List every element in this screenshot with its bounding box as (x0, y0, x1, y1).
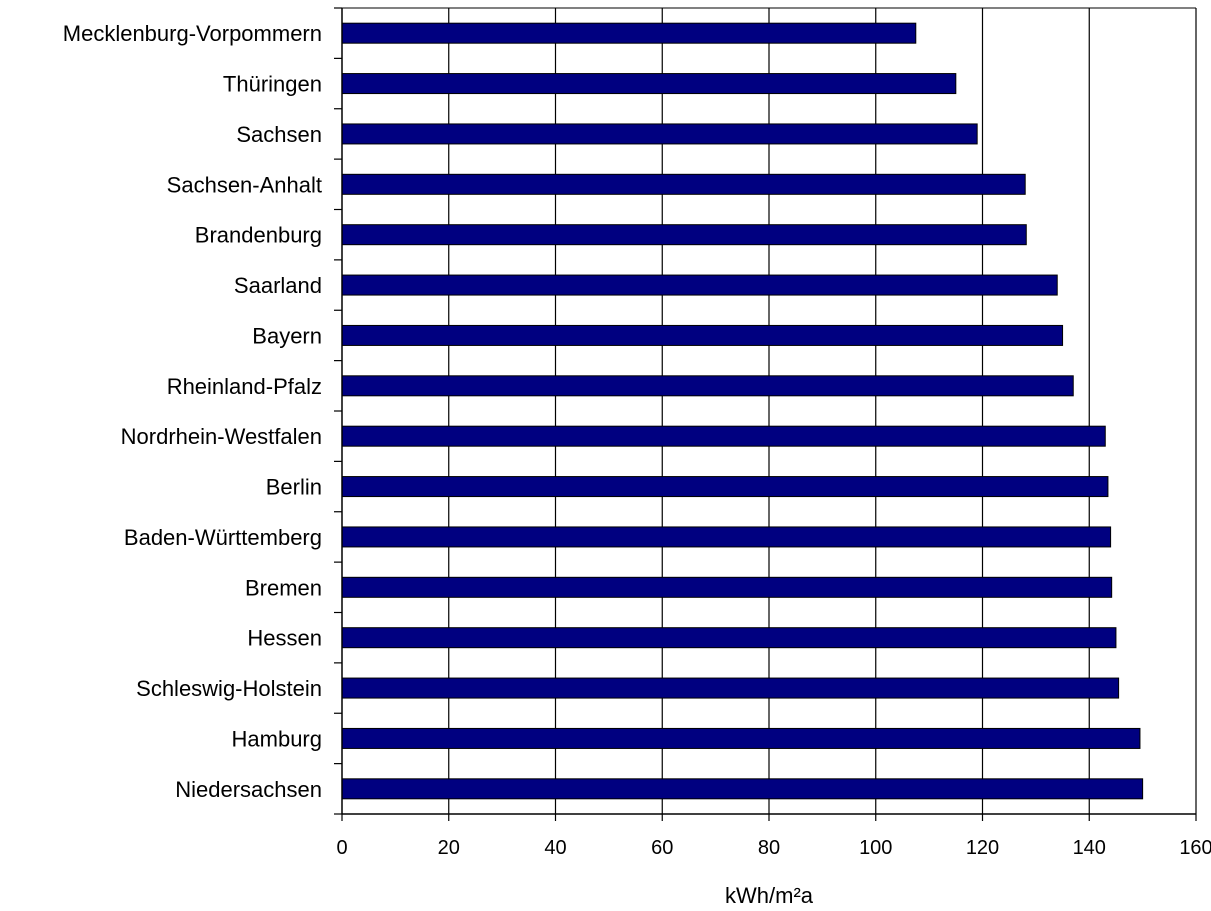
category-label: Hessen (247, 626, 322, 651)
category-label: Brandenburg (195, 223, 322, 248)
category-label: Mecklenburg-Vorpommern (63, 21, 322, 46)
x-tick-label: 60 (651, 837, 673, 859)
category-label: Sachsen (236, 122, 322, 147)
category-label: Berlin (266, 475, 322, 500)
category-label: Nordrhein-Westfalen (121, 424, 322, 449)
category-label: Rheinland-Pfalz (167, 374, 322, 399)
category-label: Baden-Württemberg (124, 525, 322, 550)
x-tick-label: 80 (758, 837, 780, 859)
bar (341, 677, 1120, 699)
category-label: Schleswig-Holstein (136, 676, 322, 701)
category-label: Niedersachsen (175, 777, 322, 802)
bar (341, 425, 1106, 447)
x-tick-label: 20 (438, 837, 460, 859)
bar (341, 73, 957, 95)
x-tick-label: 120 (966, 837, 999, 859)
bar (341, 123, 978, 145)
category-label: Sachsen-Anhalt (167, 172, 322, 197)
bar (341, 526, 1112, 548)
bar (341, 727, 1141, 749)
category-label: Hamburg (232, 726, 322, 751)
category-label: Saarland (234, 273, 322, 298)
bar (341, 627, 1117, 649)
category-label: Bayern (252, 323, 322, 348)
bar (341, 576, 1113, 598)
category-label: Thüringen (223, 72, 322, 97)
axes (334, 7, 1197, 821)
category-labels: Mecklenburg-Vorpommern Thüringen Sachsen Sa… (63, 21, 322, 802)
bar (341, 778, 1144, 800)
bar (341, 173, 1026, 195)
x-tick-labels: 0 20 40 60 80 100 120 140 160 (336, 837, 1211, 859)
bars (341, 22, 1144, 800)
x-axis-title: kWh/m²a (725, 883, 814, 908)
x-tick-label: 40 (544, 837, 566, 859)
x-tick-label: 160 (1179, 837, 1211, 859)
bar (341, 274, 1058, 296)
category-label: Bremen (245, 575, 322, 600)
bar (341, 224, 1027, 246)
x-tick-label: 140 (1073, 837, 1106, 859)
bar (341, 324, 1064, 346)
x-tick-label: 0 (336, 837, 347, 859)
bar (341, 375, 1074, 397)
bar (341, 22, 917, 44)
x-tick-label: 100 (859, 837, 892, 859)
bar (341, 476, 1109, 498)
